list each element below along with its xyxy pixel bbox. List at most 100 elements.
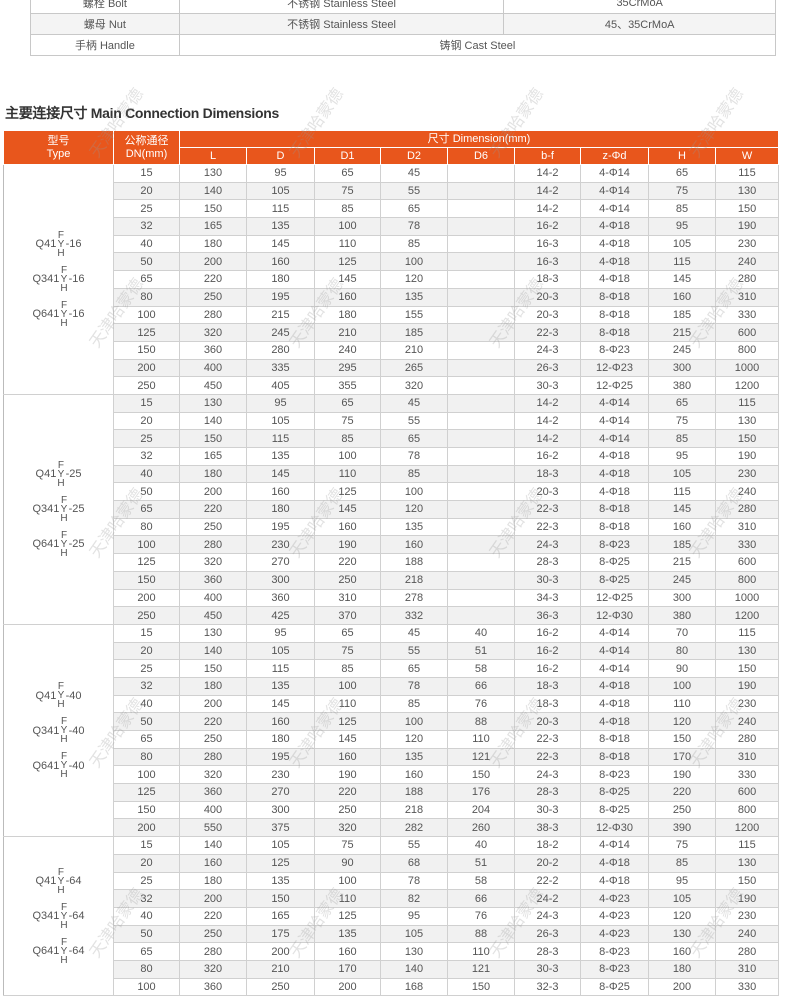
cell-d: 335 xyxy=(246,358,315,378)
cell-dn: 125 xyxy=(113,553,180,572)
cell-d: 230 xyxy=(246,765,315,785)
cell-d1: 160 xyxy=(314,747,381,767)
cell-d6 xyxy=(447,517,515,537)
cell-d1: 180 xyxy=(314,305,381,325)
model-label: Q641 F Y H -64 xyxy=(4,937,113,965)
cell-d1: 110 xyxy=(314,889,381,908)
cell-z-phi-d: 8-Φ18 xyxy=(580,287,649,307)
cell-d1: 85 xyxy=(314,659,381,678)
header-col-l: L xyxy=(179,147,247,165)
cell-w: 150 xyxy=(714,429,780,448)
cell-d1: 370 xyxy=(314,606,381,625)
cell-d2: 85 xyxy=(380,234,448,254)
cell-z-phi-d: 4-Φ18 xyxy=(580,270,649,289)
cell-d6: 88 xyxy=(447,924,515,944)
cell-w: 1200 xyxy=(714,818,780,838)
cell-b-f: 30-3 xyxy=(514,959,581,979)
table-row: 100 280 215 180 155 20-3 8-Φ18 185 330 xyxy=(4,305,780,325)
material-part: 手柄 Handle xyxy=(30,34,180,56)
cell-z-phi-d: 4-Φ18 xyxy=(580,853,649,873)
material-alt: 45、35CrMoA xyxy=(503,13,776,35)
cell-b-f: 16-2 xyxy=(514,217,581,236)
cell-dn: 15 xyxy=(113,623,180,643)
table-row: 32 200 150 110 82 66 24-2 4-Φ23 105 190 xyxy=(4,889,780,908)
model-prefix: Q41 xyxy=(35,875,57,888)
cell-h: 380 xyxy=(648,376,716,395)
cell-l: 150 xyxy=(179,199,247,219)
model-prefix: Q341 xyxy=(32,724,60,737)
cell-d6: 176 xyxy=(447,783,515,802)
table-row: 40 200 145 110 85 76 18-3 4-Φ18 110 230 xyxy=(4,694,780,714)
cell-dn: 65 xyxy=(113,500,180,519)
cell-d1: 75 xyxy=(314,181,381,201)
cell-h: 85 xyxy=(648,853,716,873)
cell-w: 150 xyxy=(714,199,780,219)
cell-h: 250 xyxy=(648,800,716,820)
pressure-class: -40 xyxy=(68,759,85,772)
cell-d2: 105 xyxy=(380,924,448,944)
cell-l: 220 xyxy=(179,712,247,731)
cell-d1: 250 xyxy=(314,800,381,820)
cell-d2: 160 xyxy=(380,535,448,555)
seal-y: Y xyxy=(60,760,68,771)
cell-dn: 100 xyxy=(113,765,180,785)
header-col-bf: b-f xyxy=(514,147,581,165)
cell-d1: 160 xyxy=(314,287,381,307)
cell-dn: 150 xyxy=(113,340,180,360)
pressure-class: -40 xyxy=(68,724,85,737)
table-row: 40 220 165 125 95 76 24-3 4-Φ23 120 230 xyxy=(4,906,780,926)
cell-d: 95 xyxy=(246,164,315,183)
cell-b-f: 14-2 xyxy=(514,429,581,448)
cell-d1: 190 xyxy=(314,765,381,785)
cell-z-phi-d: 4-Φ14 xyxy=(580,411,649,431)
cell-w: 800 xyxy=(714,570,780,590)
cell-w: 115 xyxy=(714,836,780,855)
cell-z-phi-d: 4-Φ18 xyxy=(580,464,649,484)
cell-d: 180 xyxy=(246,730,315,749)
cell-h: 70 xyxy=(648,623,716,643)
cell-d: 160 xyxy=(246,482,315,502)
cell-h: 185 xyxy=(648,535,716,555)
table-row: Q41 F Y H -25 Q341 F Y H -25 Q641 F Y H -25 15 130 95 65 45… xyxy=(3,393,780,625)
cell-d6: 76 xyxy=(447,906,515,926)
cell-d: 135 xyxy=(246,676,315,696)
cell-z-phi-d: 4-Φ18 xyxy=(580,676,649,696)
cell-l: 400 xyxy=(179,358,247,378)
table-row: 100 280 230 190 160 24-3 8-Φ23 185 330 xyxy=(4,535,780,555)
table-row: Q41 F Y H -64 Q341 F Y H -64 Q641 F Y H -64 15 140 105 75 5… xyxy=(3,836,780,996)
cell-z-phi-d: 4-Φ14 xyxy=(580,393,649,413)
table-row: 32 165 135 100 78 16-2 4-Φ18 95 190 xyxy=(4,447,780,466)
seal-y: Y xyxy=(57,468,65,480)
cell-d2: 85 xyxy=(380,464,448,484)
cell-h: 110 xyxy=(648,694,716,714)
cell-z-phi-d: 4-Φ18 xyxy=(580,694,649,714)
cell-d6: 110 xyxy=(447,730,515,749)
table-row: 80 250 195 160 135 20-3 8-Φ18 160 310 xyxy=(4,287,780,307)
cell-b-f: 24-3 xyxy=(514,535,581,555)
cell-b-f: 24-3 xyxy=(514,765,581,785)
table-row: 200 400 360 310 278 34-3 12-Φ25 300 1000 xyxy=(4,588,780,608)
cell-z-phi-d: 8-Φ23 xyxy=(580,535,649,555)
cell-d2: 85 xyxy=(380,694,448,714)
cell-h: 215 xyxy=(648,323,716,342)
cell-b-f: 28-3 xyxy=(514,783,581,802)
cell-h: 130 xyxy=(648,924,716,944)
cell-d2: 282 xyxy=(380,818,448,838)
cell-dn: 25 xyxy=(113,659,180,678)
cell-d2: 185 xyxy=(380,323,448,342)
cell-l: 320 xyxy=(179,959,247,979)
cell-d2: 135 xyxy=(380,747,448,767)
material-part: 螺栓 Bolt xyxy=(30,0,180,14)
cell-l: 220 xyxy=(179,270,247,289)
cell-d2: 55 xyxy=(380,836,448,855)
cell-dn: 150 xyxy=(113,800,180,820)
cell-w: 310 xyxy=(714,959,780,979)
cell-h: 200 xyxy=(648,977,716,996)
cell-h: 120 xyxy=(648,712,716,731)
cell-dn: 65 xyxy=(113,730,180,749)
header-col-d: D xyxy=(246,147,315,165)
cell-d6: 40 xyxy=(447,836,515,855)
cell-d6: 51 xyxy=(447,853,515,873)
